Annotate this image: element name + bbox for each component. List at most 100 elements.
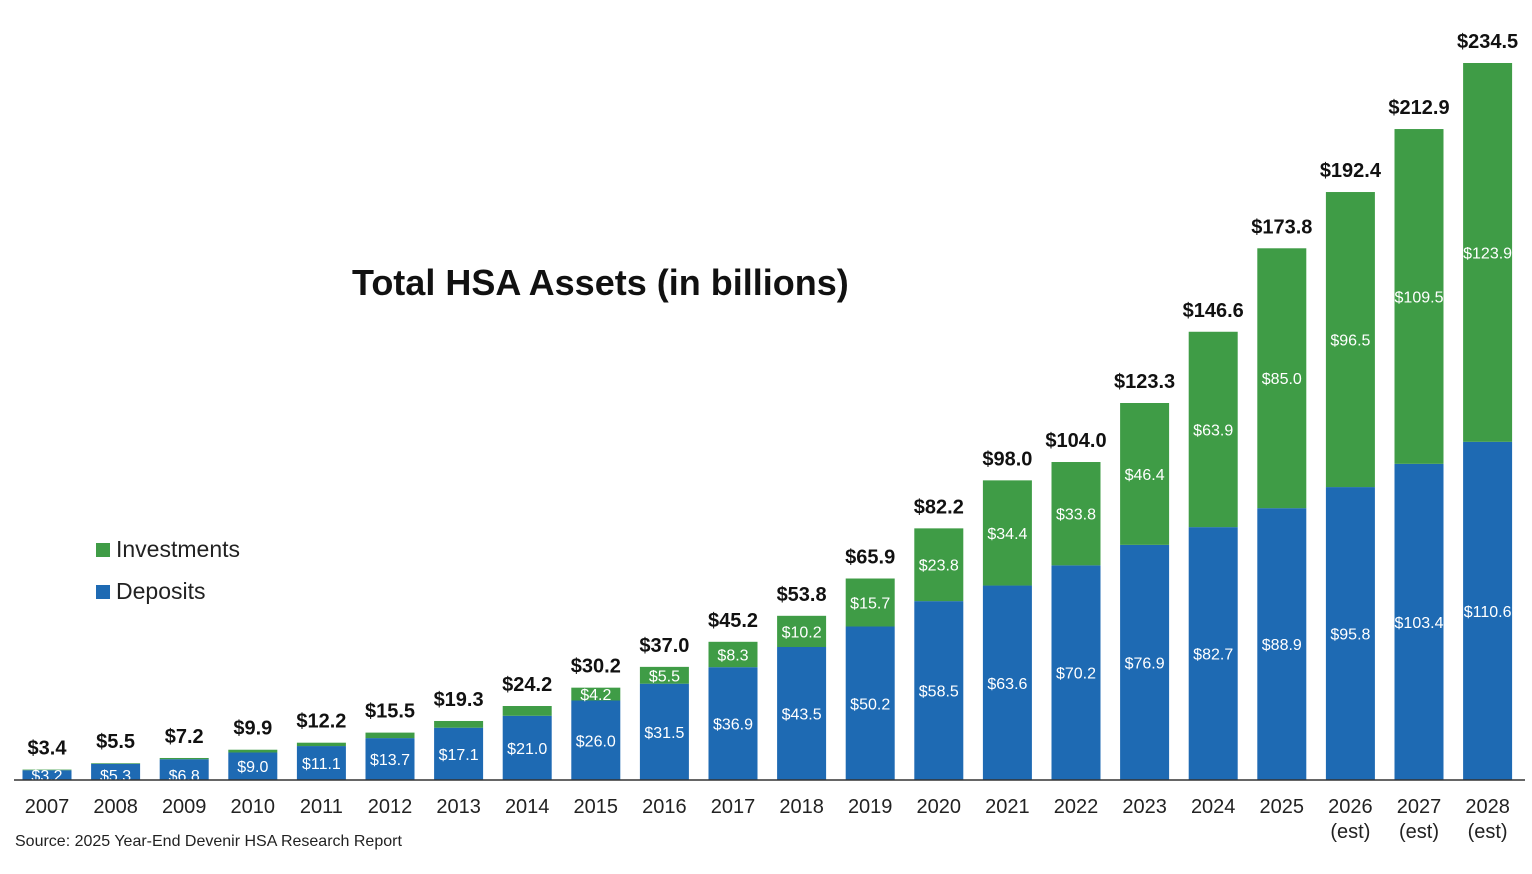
deposits-label-2023: $76.9 (1125, 655, 1165, 672)
bar-deposits-2027 (1394, 463, 1444, 780)
total-label-2015: $30.2 (571, 656, 621, 678)
x-tick-label-2007: 2007 (25, 796, 70, 818)
investments-label-2028: $123.9 (1463, 245, 1512, 262)
investments-label-2025: $85.0 (1262, 371, 1302, 388)
total-label-2027: $212.9 (1388, 97, 1449, 119)
x-tick-label-2016: 2016 (642, 796, 687, 818)
bar-deposits-2022 (1051, 565, 1101, 780)
total-label-2009: $7.2 (165, 726, 204, 748)
total-label-2021: $98.0 (982, 448, 1032, 470)
deposits-label-2013: $17.1 (439, 747, 479, 764)
bar-deposits-2021 (982, 585, 1032, 780)
investments-label-2021: $34.4 (987, 526, 1027, 543)
bar-investments-2022 (1051, 462, 1101, 566)
x-tick-label-2010: 2010 (231, 796, 276, 818)
deposits-label-2011: $11.1 (302, 756, 341, 773)
investments-label-2018: $10.2 (782, 624, 822, 641)
bar-investments-2028 (1463, 63, 1513, 442)
legend-investments: Investments (96, 536, 240, 563)
x-tick-label-2017: 2017 (711, 796, 756, 818)
x-tick-label-2027-sub: (est) (1399, 821, 1439, 843)
deposits-label-2025: $88.9 (1262, 637, 1302, 654)
deposits-label-2007: $3.2 (31, 768, 62, 785)
investments-label-2022: $33.8 (1056, 507, 1096, 524)
x-tick-label-2022: 2022 (1054, 796, 1099, 818)
investments-label-2017: $8.3 (717, 647, 748, 664)
deposits-label-2019: $50.2 (850, 696, 890, 713)
x-tick-label-2018: 2018 (779, 796, 824, 818)
total-label-2008: $5.5 (96, 731, 135, 753)
bar-investments-2025 (1257, 248, 1307, 509)
investments-label-2020: $23.8 (919, 558, 959, 575)
deposits-label-2009: $6.8 (169, 768, 200, 785)
source-note: Source: 2025 Year-End Devenir HSA Resear… (15, 833, 402, 850)
investments-label-2023: $46.4 (1125, 467, 1165, 484)
x-tick-label-2009: 2009 (162, 796, 207, 818)
x-tick-label-2021: 2021 (985, 796, 1030, 818)
deposits-label-2028: $110.6 (1464, 604, 1512, 621)
investments-label-2015: $4.2 (580, 687, 611, 704)
investments-label-2026: $96.5 (1330, 333, 1370, 350)
x-tick-label-2024: 2024 (1191, 796, 1236, 818)
bar-deposits-2025 (1257, 508, 1307, 780)
deposits-label-2020: $58.5 (919, 684, 959, 701)
total-label-2013: $19.3 (434, 689, 484, 711)
legend-label-investments: Investments (116, 536, 240, 562)
bar-deposits-2011 (296, 746, 346, 780)
bar-deposits-2008 (91, 763, 141, 780)
bar-investments-2026 (1325, 192, 1375, 488)
bar-deposits-2024 (1188, 527, 1238, 780)
x-tick-label-2013: 2013 (436, 796, 481, 818)
deposits-label-2017: $36.9 (713, 717, 753, 734)
total-label-2011: $12.2 (296, 711, 346, 733)
deposits-label-2014: $21.0 (507, 741, 547, 758)
deposits-label-2024: $82.7 (1193, 647, 1233, 664)
x-tick-label-2020: 2020 (917, 796, 962, 818)
investments-label-2019: $15.7 (850, 596, 890, 613)
bar-investments-2027 (1394, 129, 1444, 464)
x-tick-label-2027: 2027 (1397, 796, 1442, 818)
legend-swatch-investments (96, 542, 110, 557)
investments-label-2024: $63.9 (1193, 422, 1233, 439)
bar-investments-2020 (914, 528, 964, 602)
bar-investments-2019 (845, 578, 895, 627)
x-tick-label-2015: 2015 (574, 796, 619, 818)
total-label-2016: $37.0 (639, 635, 689, 657)
x-tick-label-2025: 2025 (1260, 796, 1305, 818)
bar-deposits-2013 (434, 727, 484, 780)
bar-investments-2024 (1188, 331, 1238, 528)
bar-investments-2014 (502, 706, 552, 716)
x-tick-label-2011: 2011 (300, 796, 343, 818)
bar-investments-2018 (777, 615, 827, 647)
investments-label-2016: $5.5 (649, 668, 680, 685)
bar-deposits-2018 (777, 646, 827, 780)
x-tick-label-2028: 2028 (1465, 796, 1510, 818)
x-tick-label-2026-sub: (est) (1330, 821, 1370, 843)
total-label-2020: $82.2 (914, 496, 964, 518)
total-label-2026: $192.4 (1320, 160, 1382, 182)
bar-deposits-2015 (571, 700, 621, 780)
deposits-label-2021: $63.6 (987, 676, 1027, 693)
x-tick-label-2019: 2019 (848, 796, 893, 818)
bar-deposits-2007 (22, 770, 72, 780)
bar-investments-2013 (434, 720, 484, 728)
deposits-label-2016: $31.5 (644, 725, 684, 742)
deposits-label-2026: $95.8 (1330, 627, 1370, 644)
bar-deposits-2017 (708, 667, 758, 780)
total-label-2024: $146.6 (1183, 300, 1244, 322)
bar-investments-2011 (296, 742, 346, 747)
total-label-2014: $24.2 (502, 674, 552, 696)
legend-deposits: Deposits (96, 578, 205, 605)
x-tick-label-2023: 2023 (1122, 796, 1167, 818)
total-label-2007: $3.4 (28, 738, 68, 760)
bar-investments-2023 (1120, 403, 1170, 545)
bar-deposits-2026 (1325, 487, 1375, 780)
investments-label-2027: $109.5 (1395, 289, 1444, 306)
x-tick-label-2028-sub: (est) (1468, 821, 1508, 843)
bar-deposits-2012 (365, 738, 415, 780)
total-label-2028: $234.5 (1457, 31, 1518, 53)
deposits-label-2012: $13.7 (370, 752, 410, 769)
bar-deposits-2028 (1463, 441, 1513, 780)
bar-investments-2009 (159, 757, 209, 760)
total-label-2023: $123.3 (1114, 371, 1175, 393)
